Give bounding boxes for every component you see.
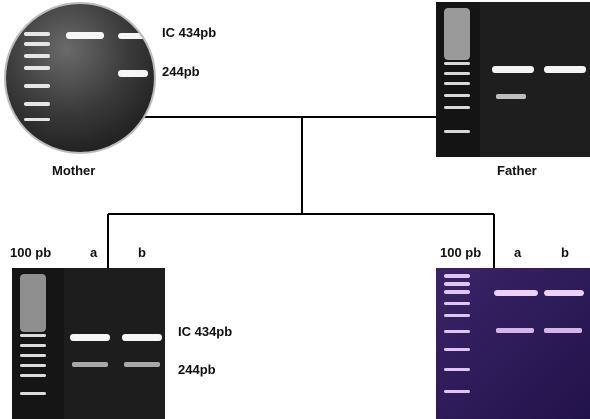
child-right-ladder-label: 100 pb: [440, 245, 482, 260]
mother-gel-circle: [4, 2, 156, 154]
mother-label: Mother: [52, 163, 96, 178]
child-left-ladder-lane: [20, 274, 46, 395]
child-left-band-upper-label: IC 434pb: [178, 324, 233, 339]
child-left-band-lower-label: 244pb: [178, 362, 216, 377]
father-sample-bands: [492, 66, 586, 99]
child-left-gel: [12, 268, 165, 419]
father-label: Father: [497, 163, 537, 178]
mother-ladder-lane: [24, 32, 50, 121]
child-right-lane-a-label: a: [514, 245, 522, 260]
mother-sample-bands: [66, 32, 148, 77]
mother-band-lower-label: 244pb: [162, 64, 200, 79]
child-right-ladder-lane: [444, 274, 470, 393]
child-left-lane-b-label: b: [138, 245, 146, 260]
father-gel: [436, 2, 590, 157]
child-right-lane-b-label: b: [561, 245, 569, 260]
child-left-lane-a-label: a: [90, 245, 98, 260]
child-right-sample-bands: [494, 290, 584, 333]
child-left-sample-bands: [70, 334, 162, 367]
mother-band-upper-label: IC 434pb: [162, 25, 217, 40]
child-right-gel: [436, 268, 590, 419]
child-left-ladder-label: 100 pb: [10, 245, 52, 260]
father-ladder-lane: [444, 8, 470, 133]
